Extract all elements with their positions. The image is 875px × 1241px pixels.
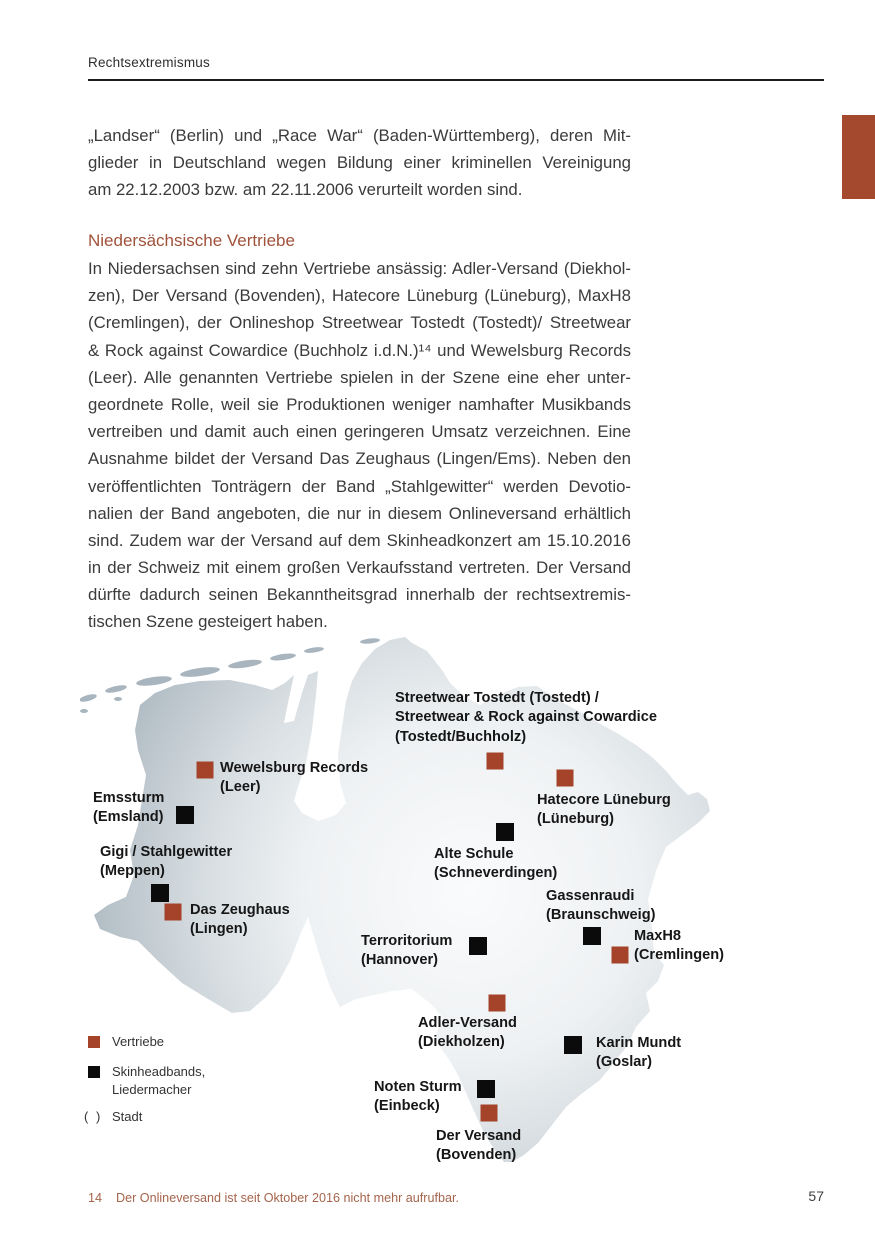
hatecore-lueneburg-marker-icon bbox=[556, 769, 574, 787]
map-label-line: Adler-Versand bbox=[418, 1015, 517, 1031]
noten-sturm-label: Noten Sturm (Einbeck) bbox=[374, 1078, 462, 1117]
text-line: „Landser“ (Berlin) und „Race War“ (Baden… bbox=[88, 126, 631, 145]
wewelsburg-records-marker-icon bbox=[196, 761, 214, 779]
map-label-line: Hatecore Lüneburg bbox=[537, 792, 671, 808]
streetwear-tostedt-marker-icon bbox=[486, 752, 504, 770]
text-line: In Niedersachsen sind zehn Vertriebe ans… bbox=[88, 259, 631, 278]
gigi-stahlgewitter-marker-icon bbox=[151, 884, 169, 902]
map-label-line: (Goslar) bbox=[596, 1054, 652, 1071]
legend-vertriebe-square-icon bbox=[88, 1036, 100, 1048]
emssturm-marker-icon bbox=[176, 806, 194, 824]
text-line: geordnete Rolle, weil sie Produktionen w… bbox=[88, 394, 631, 414]
niedersachsen-outline bbox=[94, 637, 710, 1162]
map-label-line: Wewelsburg Records bbox=[220, 760, 369, 776]
emssturm-label: Emssturm (Emsland) bbox=[93, 789, 164, 828]
legend-bands-square-icon bbox=[88, 1066, 100, 1078]
footnote: 14 Der Onlineversand ist seit Oktober 201… bbox=[88, 1191, 459, 1205]
map-label-line: (Braunschweig) bbox=[546, 907, 656, 924]
text-line: & Rock against Cowardice (Buchholz i.d.N… bbox=[88, 340, 631, 360]
alte-schule-label: Alte Schule (Schneverdingen) bbox=[434, 845, 557, 884]
wewelsburg-records-label: Wewelsburg Records (Leer) bbox=[220, 759, 368, 798]
map-label-line: (Lingen) bbox=[190, 921, 248, 938]
niedersachsen-map bbox=[80, 637, 710, 1162]
footnote-text: Der Onlineversand ist seit Oktober 2016 … bbox=[116, 1191, 460, 1205]
maxh8-label: MaxH8 (Cremlingen) bbox=[634, 927, 724, 966]
der-versand-label: Der Versand (Bovenden) bbox=[436, 1127, 521, 1166]
gigi-stahlgewitter-label: Gigi / Stahlgewitter (Meppen) bbox=[100, 843, 232, 882]
running-head: Rechtsextremismus bbox=[88, 55, 210, 70]
map-label-line: (Cremlingen) bbox=[634, 947, 724, 964]
gassenraudi-marker-icon bbox=[583, 927, 601, 945]
legend-vertriebe-label: Vertriebe bbox=[112, 1034, 165, 1049]
map-label-line: Karin Mundt bbox=[596, 1035, 682, 1051]
text-line: Ausnahme bildet der Versand Das Zeughaus… bbox=[88, 449, 631, 469]
terroritorium-marker-icon bbox=[469, 937, 487, 955]
noten-sturm-marker-icon bbox=[477, 1080, 495, 1098]
header-rule bbox=[88, 79, 824, 81]
text-line: tischen Szene gesteigert haben. bbox=[88, 612, 328, 632]
text-line: vertreiben und damit auch einen geringer… bbox=[88, 422, 631, 442]
map-label-line: Gigi / Stahlgewitter bbox=[100, 844, 233, 860]
text-line: nalien der Band angeboten, die nur in di… bbox=[88, 503, 631, 523]
legend-stadt-label: Stadt bbox=[112, 1109, 143, 1124]
map-label-line: Gassenraudi bbox=[546, 888, 635, 904]
text-line: veröffentlichten Tonträgern der Band „St… bbox=[88, 476, 631, 496]
maxh8-marker-icon bbox=[611, 946, 629, 964]
section-heading: Niedersächsische Vertriebe bbox=[88, 231, 295, 250]
hatecore-lueneburg-label: Hatecore Lüneburg (Lüneburg) bbox=[537, 791, 671, 830]
footnote-number: 14 bbox=[88, 1191, 103, 1205]
island-chain bbox=[80, 638, 380, 713]
das-zeughaus-label: Das Zeughaus (Lingen) bbox=[190, 901, 290, 940]
map-label-line: Terroritorium bbox=[361, 933, 453, 949]
map-label-line: (Lüneburg) bbox=[537, 811, 615, 828]
streetwear-tostedt-label: Streetwear Tostedt (Tostedt) / Streetwear… bbox=[395, 689, 657, 747]
adler-versand-label: Adler-Versand (Diekholzen) bbox=[418, 1014, 517, 1053]
map-label-line: (Bovenden) bbox=[436, 1147, 517, 1164]
text-line: zen), Der Versand (Bovenden), Hatecore L… bbox=[88, 286, 631, 306]
legend-bands-label: Skinheadbands, Liedermacher bbox=[112, 1063, 205, 1099]
map-label-line: Noten Sturm bbox=[374, 1079, 462, 1095]
map-label-line: (Emsland) bbox=[93, 809, 164, 826]
gassenraudi-label: Gassenraudi (Braunschweig) bbox=[546, 887, 655, 926]
section-paragraph: In Niedersachsen sind zehn Vertriebe ans… bbox=[88, 259, 631, 640]
terroritorium-label: Terroritorium (Hannover) bbox=[361, 932, 452, 971]
intro-paragraph: „Landser“ (Berlin) und „Race War“ (Baden… bbox=[88, 126, 631, 208]
map-label-line: Das Zeughaus bbox=[190, 902, 290, 918]
legend-stadt-symbol: ( ) bbox=[84, 1109, 103, 1124]
text-line: (Leer). Alle genannten Vertriebe spielen… bbox=[88, 367, 631, 387]
alte-schule-marker-icon bbox=[496, 823, 514, 841]
text-line: dürfte dadurch seinen Bekanntheitsgrad i… bbox=[88, 585, 631, 605]
map-label-line: (Meppen) bbox=[100, 863, 165, 880]
text-line: glieder in Deutschland wegen Bildung ein… bbox=[88, 153, 631, 173]
karin-mundt-label: Karin Mundt (Goslar) bbox=[596, 1034, 681, 1073]
adler-versand-marker-icon bbox=[488, 994, 506, 1012]
text-line: am 22.12.2003 bzw. am 22.11.2006 verurte… bbox=[88, 180, 523, 200]
text-line: sind. Zudem war der Versand auf dem Skin… bbox=[88, 530, 631, 550]
legend-bands-line2: Liedermacher bbox=[112, 1082, 192, 1097]
map-label-line: Alte Schule bbox=[434, 846, 514, 862]
map-label-line: Emssturm bbox=[93, 790, 165, 806]
map-label-line: Streetwear Tostedt (Tostedt) / bbox=[395, 690, 599, 706]
page-number: 57 bbox=[808, 1188, 824, 1204]
map-label-line: Der Versand bbox=[436, 1128, 522, 1144]
map-label-line: MaxH8 bbox=[634, 928, 682, 944]
das-zeughaus-marker-icon bbox=[164, 903, 182, 921]
chapter-edge-tab bbox=[842, 115, 875, 199]
karin-mundt-marker-icon bbox=[564, 1036, 582, 1054]
map-label-line: (Schneverdingen) bbox=[434, 865, 558, 882]
map-label-line: (Einbeck) bbox=[374, 1098, 440, 1115]
text-line: in der Schweiz mit einem großen Verkaufs… bbox=[88, 558, 631, 578]
map-label-line: (Tostedt/Buchholz) bbox=[395, 728, 527, 745]
map-label-line: (Leer) bbox=[220, 779, 261, 796]
map-label-line: (Diekholzen) bbox=[418, 1034, 505, 1051]
text-line: (Cremlingen), der Onlineshop Streetwear … bbox=[88, 313, 631, 333]
legend-bands-line1: Skinheadbands, bbox=[112, 1064, 206, 1079]
map-label-line: Streetwear & Rock against Cowardice bbox=[395, 709, 657, 726]
map-label-line: (Hannover) bbox=[361, 952, 439, 969]
der-versand-marker-icon bbox=[480, 1104, 498, 1122]
